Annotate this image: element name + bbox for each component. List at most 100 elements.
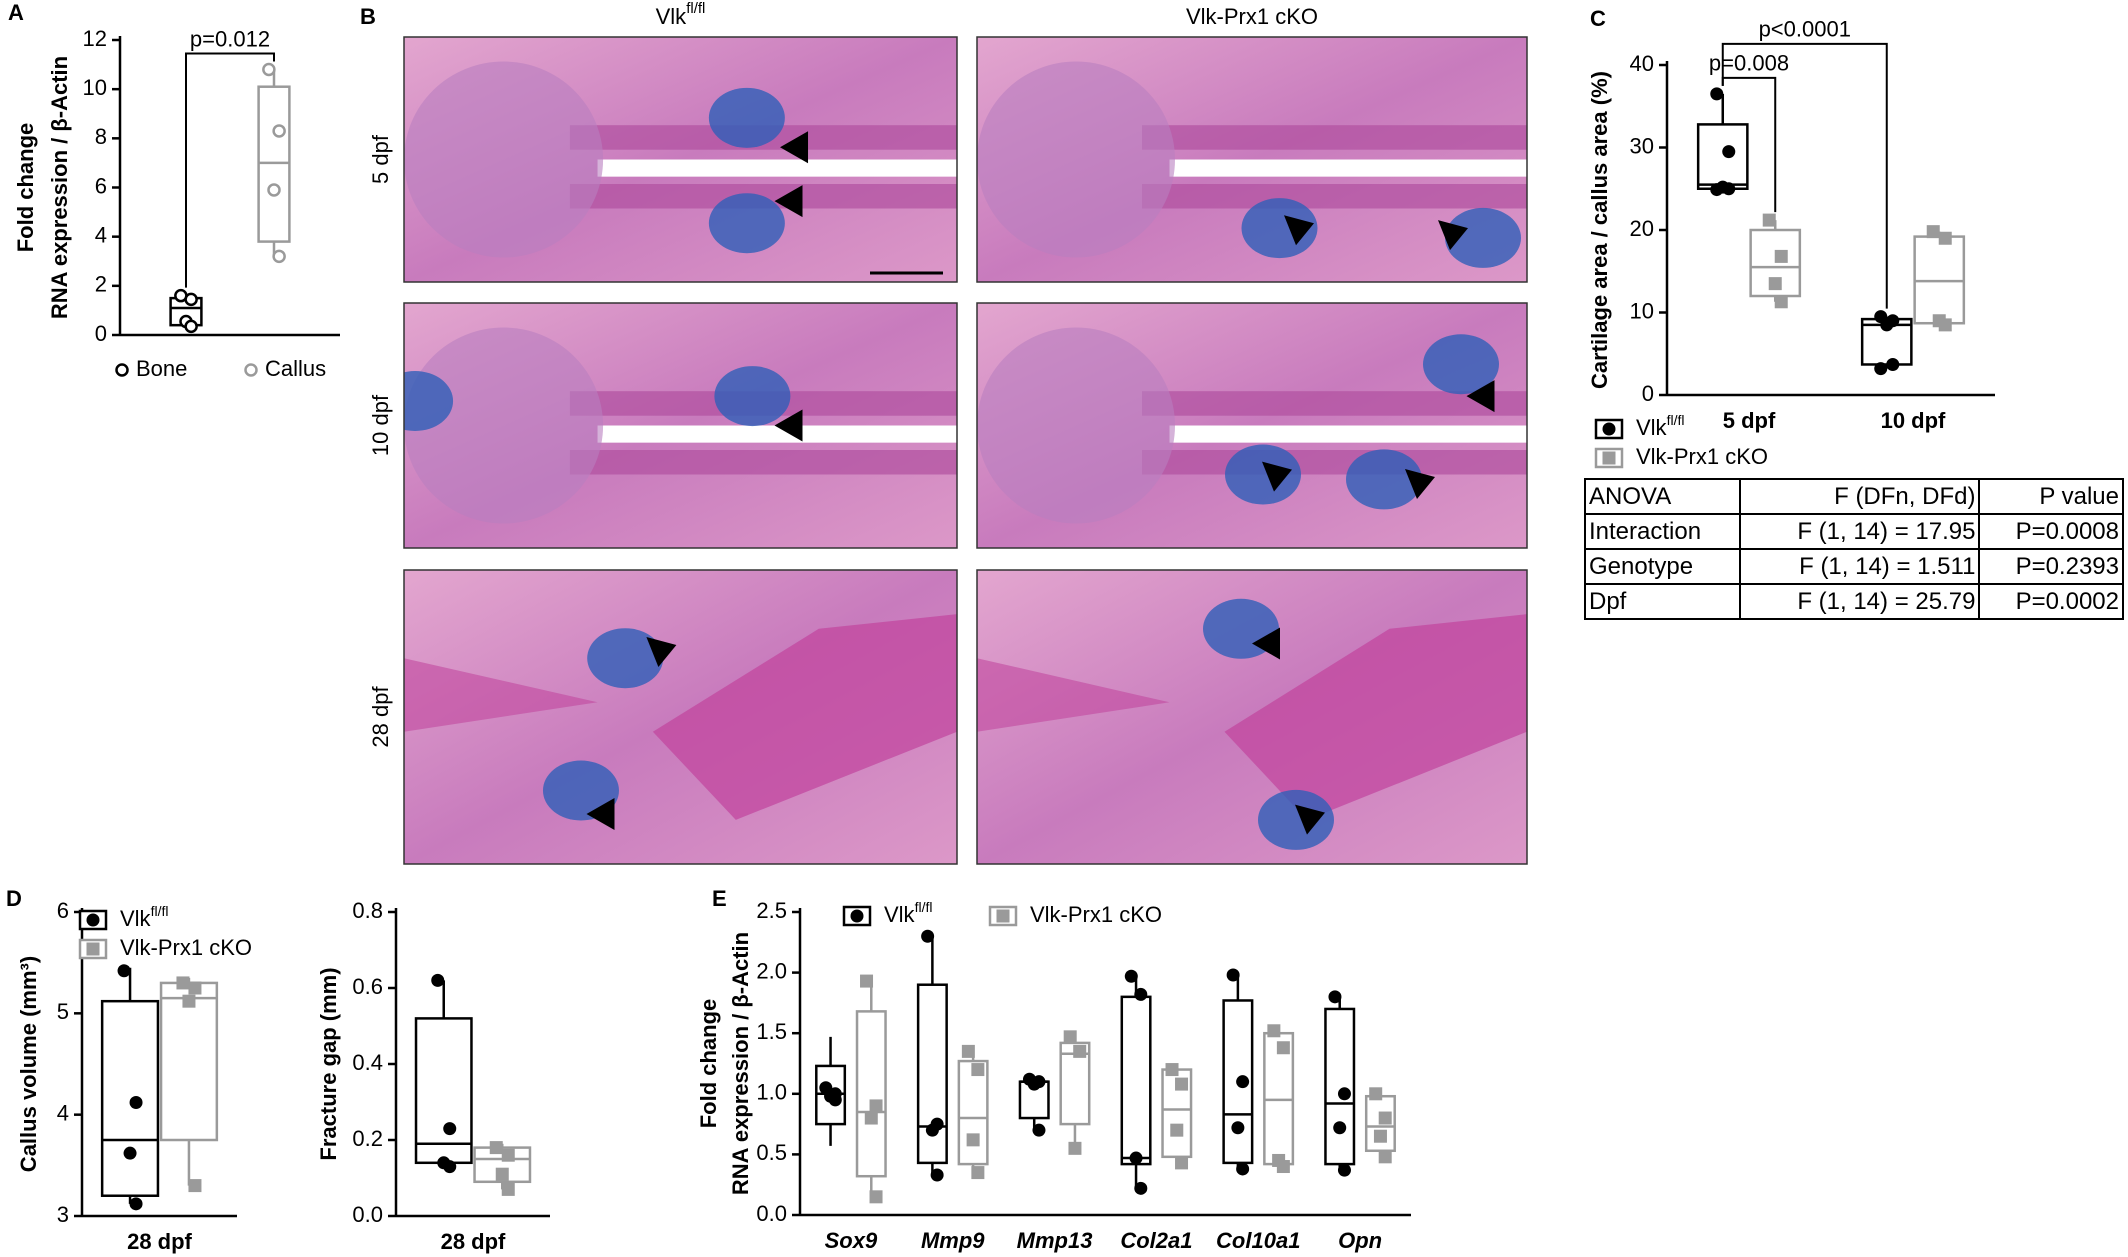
point (1926, 225, 1940, 239)
point (1774, 249, 1788, 263)
legend-entry: Bone (136, 356, 187, 381)
cartilage-stain (1346, 449, 1422, 510)
y-tick-label: 1.5 (756, 1019, 787, 1044)
legend-entry: Callus (265, 356, 326, 381)
point (184, 319, 198, 334)
tile-border (403, 569, 958, 865)
legend-entry: Vlk-Prx1 cKO (1030, 902, 1162, 927)
point (1762, 213, 1776, 227)
panel-label: C (1590, 6, 1606, 31)
box (1222, 968, 1254, 1176)
legend-entry: Vlkfl/fl (884, 899, 932, 927)
point (1602, 422, 1616, 436)
y-axis-label: Callus volume (mm³) (16, 956, 41, 1172)
legend-sup: fl/fl (151, 903, 169, 919)
point (1231, 1121, 1245, 1135)
point (1170, 1123, 1184, 1137)
y-tick-label: 0.0 (756, 1201, 787, 1226)
arrowhead (1295, 804, 1325, 835)
y-tick-label: 2.0 (756, 958, 787, 983)
marrow-canal (597, 425, 957, 443)
tile-border (403, 302, 958, 549)
point (1063, 1030, 1077, 1044)
cartilage-stain (404, 371, 454, 431)
point (1337, 1087, 1351, 1101)
annotation: p=0.008 (1709, 51, 1789, 76)
cartilage-stain (587, 628, 664, 689)
point (1032, 1123, 1046, 1137)
panel-label: B (360, 4, 376, 29)
point (930, 1168, 944, 1182)
point (1938, 318, 1952, 332)
point (971, 1166, 985, 1180)
legend-name: Vlk (120, 906, 152, 931)
point (864, 1111, 878, 1125)
box (169, 288, 203, 334)
table-row: Dpf F (1, 14) = 25.79 P=0.0002 (1584, 583, 2124, 620)
point (443, 1122, 457, 1136)
y-tick-label: 8 (95, 124, 107, 149)
legend-name: Vlk (884, 902, 916, 927)
arrowhead (1262, 461, 1292, 492)
point (1175, 1077, 1189, 1091)
y-axis-label: Fold change (13, 123, 38, 253)
point (431, 973, 445, 987)
tile-border (976, 569, 1528, 865)
point (1378, 1111, 1392, 1125)
box (473, 1141, 532, 1196)
y-tick-label: 0 (1642, 381, 1654, 406)
histology-tile (977, 303, 1527, 548)
histology-tile (404, 37, 957, 282)
point (123, 1146, 137, 1160)
bone-shaft (1142, 125, 1527, 150)
arrowhead (646, 637, 677, 668)
point (1129, 1151, 1143, 1165)
y-tick-label: 4 (57, 1100, 69, 1125)
point (1267, 1024, 1281, 1038)
x-tick-label: Mmp9 (921, 1228, 985, 1253)
box (1161, 1063, 1193, 1170)
point (925, 1123, 939, 1137)
y-tick-label: 3 (57, 1202, 69, 1227)
point (117, 964, 131, 978)
legend-name: Vlk-Prx1 cKO (1030, 902, 1162, 927)
point (1165, 1063, 1179, 1077)
point (1124, 969, 1138, 983)
box (1018, 1072, 1050, 1137)
point (188, 1179, 202, 1193)
y-tick-label: 5 (57, 999, 69, 1024)
point (850, 909, 864, 923)
column-header-text: Vlk (656, 4, 688, 29)
table-cell: Genotype (1584, 548, 1741, 585)
cartilage-stain (1241, 198, 1318, 259)
box (414, 973, 473, 1174)
point (1027, 1077, 1041, 1091)
point (1333, 1121, 1347, 1135)
histology-tile (977, 37, 1527, 282)
arrowhead (1252, 627, 1280, 660)
point (996, 909, 1010, 923)
point (1378, 1150, 1392, 1164)
point (869, 1190, 883, 1204)
histology-tile (404, 303, 957, 548)
box (916, 929, 948, 1182)
y-axis-label: RNA expression / β-Actin (728, 932, 753, 1195)
y-tick-label: 40 (1630, 51, 1654, 76)
legend-entry: Vlkfl/fl (120, 903, 168, 931)
table-header-cell: F (DFn, DFd) (1738, 478, 1981, 515)
point (971, 1063, 985, 1077)
x-tick-label: 28 dpf (441, 1229, 506, 1254)
arrowhead (1438, 220, 1468, 251)
annotation: p<0.0001 (1759, 17, 1851, 42)
x-tick-label: 10 dpf (1881, 408, 1946, 433)
y-axis-label: Cartilage area / callus area (%) (1587, 71, 1612, 389)
box (1120, 969, 1152, 1195)
point (966, 1133, 980, 1147)
box-body (1696, 123, 1749, 190)
point (1369, 1087, 1383, 1101)
arrowhead (774, 409, 803, 442)
box-body (1120, 995, 1152, 1166)
box-body (855, 1010, 887, 1178)
